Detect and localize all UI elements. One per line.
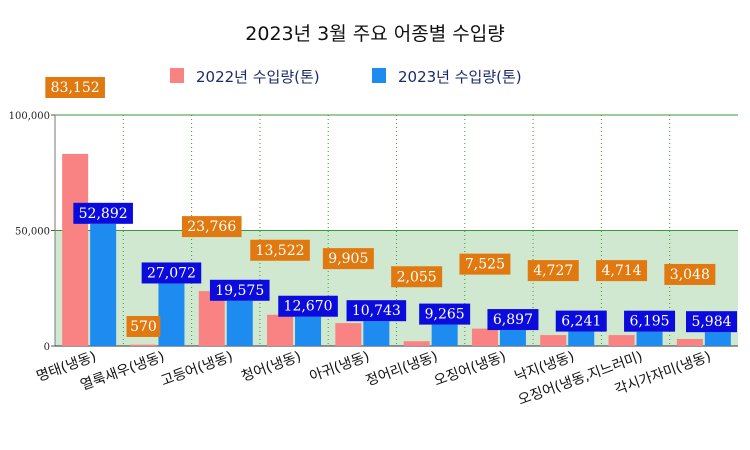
bar-2023 — [363, 321, 390, 346]
bar-2023 — [568, 331, 595, 346]
x-tick-label: 고등어(냉동) — [159, 349, 235, 390]
bar-2023 — [636, 331, 663, 346]
data-label-box — [126, 316, 161, 337]
data-label: 570 — [130, 319, 157, 335]
x-tick-label: 정어리(냉동) — [364, 349, 440, 390]
bar-2023 — [295, 316, 322, 346]
x-tick-label: 청어(냉동) — [239, 349, 303, 385]
data-label-box — [181, 216, 242, 238]
data-label: 7,525 — [465, 257, 505, 273]
data-label: 10,743 — [352, 303, 401, 319]
legend-swatch-2023 — [372, 68, 386, 83]
data-label: 9,905 — [328, 251, 368, 267]
data-label: 27,072 — [147, 265, 196, 281]
data-label-box — [209, 279, 270, 301]
data-label: 9,265 — [425, 307, 465, 323]
chart-title: 2023년 3월 주요 어종별 수입량 — [245, 23, 504, 45]
bar-2022 — [676, 338, 703, 346]
data-label-box — [419, 303, 471, 325]
bar-2022 — [403, 341, 430, 346]
data-label-box — [487, 309, 539, 331]
bar-2022 — [62, 153, 89, 346]
data-label-box — [73, 202, 133, 224]
x-tick-label: 오징어(냉동) — [432, 349, 508, 390]
data-label: 4,714 — [602, 263, 642, 279]
data-label-box — [664, 263, 716, 285]
data-label-box — [346, 300, 407, 322]
bar-2022 — [540, 335, 567, 346]
data-label: 3,048 — [670, 267, 710, 283]
x-tick-label: 아귀(냉동) — [308, 349, 372, 385]
bar-2023 — [226, 300, 253, 346]
data-label-box — [322, 248, 374, 270]
data-label: 6,195 — [630, 314, 670, 330]
data-label-box — [624, 310, 676, 332]
bar-2022 — [130, 344, 157, 346]
legend: 2022년 수입량(톤) 2023년 수입량(톤) — [170, 68, 522, 86]
data-label: 2,055 — [397, 269, 437, 285]
data-label-box — [391, 266, 443, 288]
y-tick-label: 0 — [44, 342, 50, 353]
bar-2023 — [704, 332, 731, 346]
data-label: 13,522 — [256, 243, 305, 259]
data-label-box — [527, 260, 579, 282]
bar-2023 — [158, 283, 185, 346]
legend-label-2022: 2022년 수입량(톤) — [196, 68, 320, 86]
data-label: 6,241 — [561, 314, 601, 330]
data-label-box — [45, 77, 105, 98]
data-label-box — [278, 295, 338, 317]
bar-2023 — [431, 324, 458, 346]
bar-2022 — [267, 314, 294, 346]
data-label-box — [250, 239, 310, 261]
data-label: 6,897 — [493, 312, 533, 328]
data-label-box — [141, 262, 202, 284]
bar-2022 — [471, 328, 498, 346]
bar-2023 — [499, 330, 526, 346]
data-label: 83,152 — [51, 80, 100, 96]
data-label: 5,984 — [691, 314, 731, 330]
y-tick-label: 50,000 — [15, 227, 50, 238]
bar-2023 — [90, 223, 117, 346]
bar-2022 — [608, 335, 635, 346]
data-label-box — [459, 253, 511, 275]
data-label-box — [555, 310, 607, 332]
data-label: 19,575 — [215, 283, 264, 299]
legend-swatch-2022 — [170, 68, 184, 83]
data-label-box — [686, 311, 737, 333]
data-label: 4,727 — [533, 263, 573, 279]
data-label: 23,766 — [187, 219, 236, 235]
data-label-box — [596, 260, 648, 282]
bar-2022 — [335, 323, 362, 346]
legend-label-2023: 2023년 수입량(톤) — [398, 68, 522, 86]
data-label: 52,892 — [79, 206, 128, 222]
y-tick-label: 100,000 — [9, 111, 50, 122]
data-label: 12,670 — [284, 299, 333, 315]
